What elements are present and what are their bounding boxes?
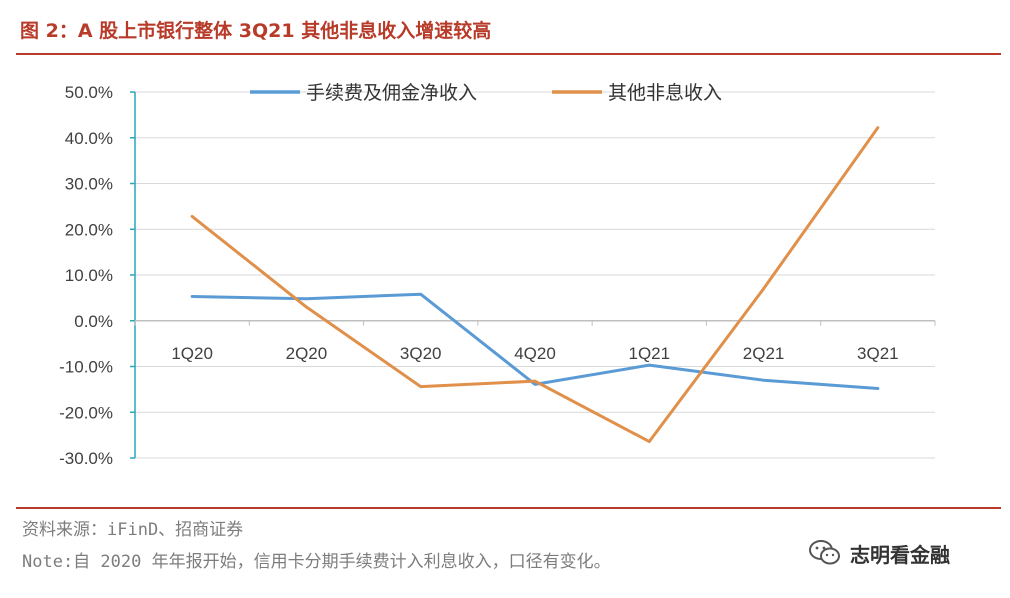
y-tick-label: 40.0% — [65, 129, 113, 148]
x-tick-label: 2Q20 — [286, 344, 328, 363]
x-axis: 1Q20 2Q20 3Q20 4Q20 1Q21 2Q21 3Q21 — [134, 320, 936, 363]
legend: 手续费及佣金净收入 其他非息收入 — [250, 82, 722, 104]
note-text: Note:自 2020 年年报开始，信用卡分期手续费计入利息收入，口径有变化。 — [22, 552, 611, 572]
x-tick-label: 1Q20 — [171, 344, 213, 363]
series-line-2 — [190, 126, 880, 444]
figure-title: 图 2：A 股上市银行整体 3Q21 其他非息收入增速较高 — [20, 20, 492, 42]
y-tick-label: -10.0% — [59, 358, 113, 377]
legend-label: 手续费及佣金净收入 — [306, 82, 477, 104]
footer-divider — [16, 507, 1001, 509]
x-tick-label: 3Q21 — [857, 344, 899, 363]
legend-label: 其他非息收入 — [608, 82, 722, 104]
y-tick-label: -20.0% — [59, 403, 113, 422]
y-tick-label: 50.0% — [65, 83, 113, 102]
x-tick-label: 1Q21 — [628, 344, 670, 363]
y-tick-label: 0.0% — [74, 312, 113, 331]
x-tick-label: 2Q21 — [743, 344, 785, 363]
y-tick-label: 10.0% — [65, 266, 113, 285]
series-lines — [190, 126, 880, 444]
gridlines — [135, 91, 935, 459]
y-tick-label: 30.0% — [65, 175, 113, 194]
x-tick-label: 4Q20 — [514, 344, 556, 363]
source-text: 资料来源：iFinD、招商证券 — [22, 520, 244, 540]
wechat-icon — [809, 540, 840, 565]
y-tick-label: -30.0% — [59, 449, 113, 468]
series-line-1 — [190, 292, 880, 390]
watermark-text: 志明看金融 — [850, 542, 950, 567]
watermark: 志明看金融 — [808, 538, 950, 568]
x-tick-label: 3Q20 — [400, 344, 442, 363]
y-tick-label: 20.0% — [65, 220, 113, 239]
title-divider — [16, 53, 1001, 55]
y-axis: 50.0% 40.0% 30.0% 20.0% 10.0% 0.0% -10.0% -20.0… — [59, 83, 136, 468]
